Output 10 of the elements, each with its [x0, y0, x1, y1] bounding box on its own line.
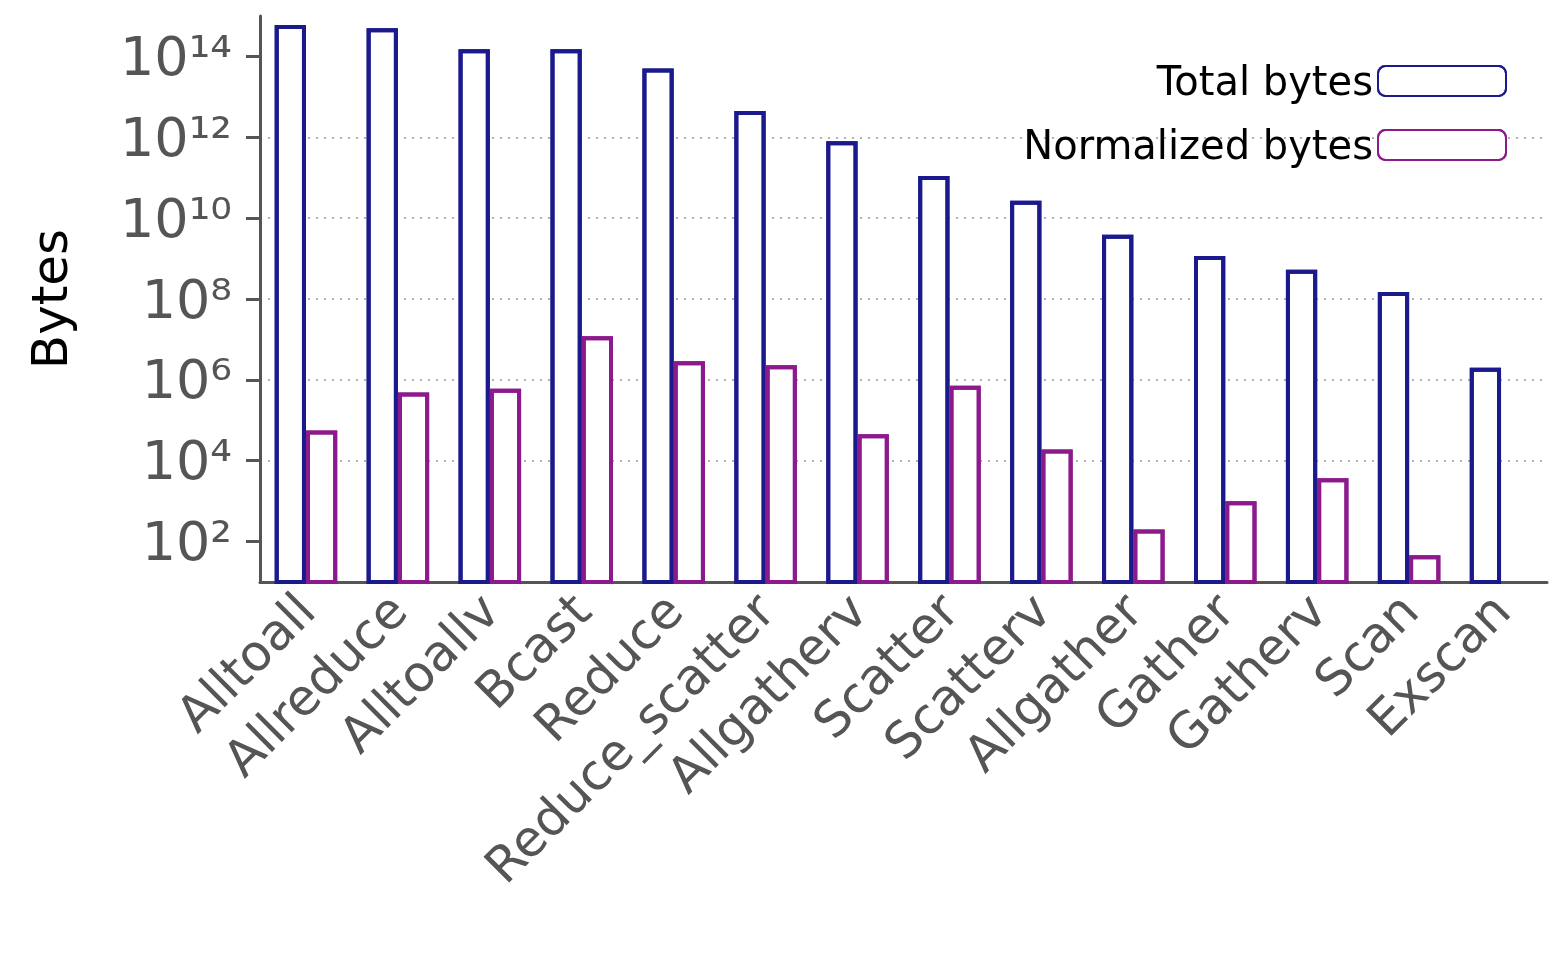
- y-tick-label: 10⁴: [141, 429, 232, 493]
- y-tick-label: 10¹²: [119, 105, 232, 169]
- y-tick-label: 10²: [141, 510, 232, 574]
- y-axis-title: Bytes: [21, 228, 79, 370]
- legend-label: Normalized bytes: [1023, 122, 1373, 168]
- y-tick-label: 10¹⁴: [119, 24, 232, 88]
- y-tick-label: 10⁸: [141, 267, 232, 331]
- y-tick-label: 10¹⁰: [119, 186, 232, 250]
- legend-label: Total bytes: [1155, 58, 1373, 104]
- y-tick-label: 10⁶: [141, 348, 232, 412]
